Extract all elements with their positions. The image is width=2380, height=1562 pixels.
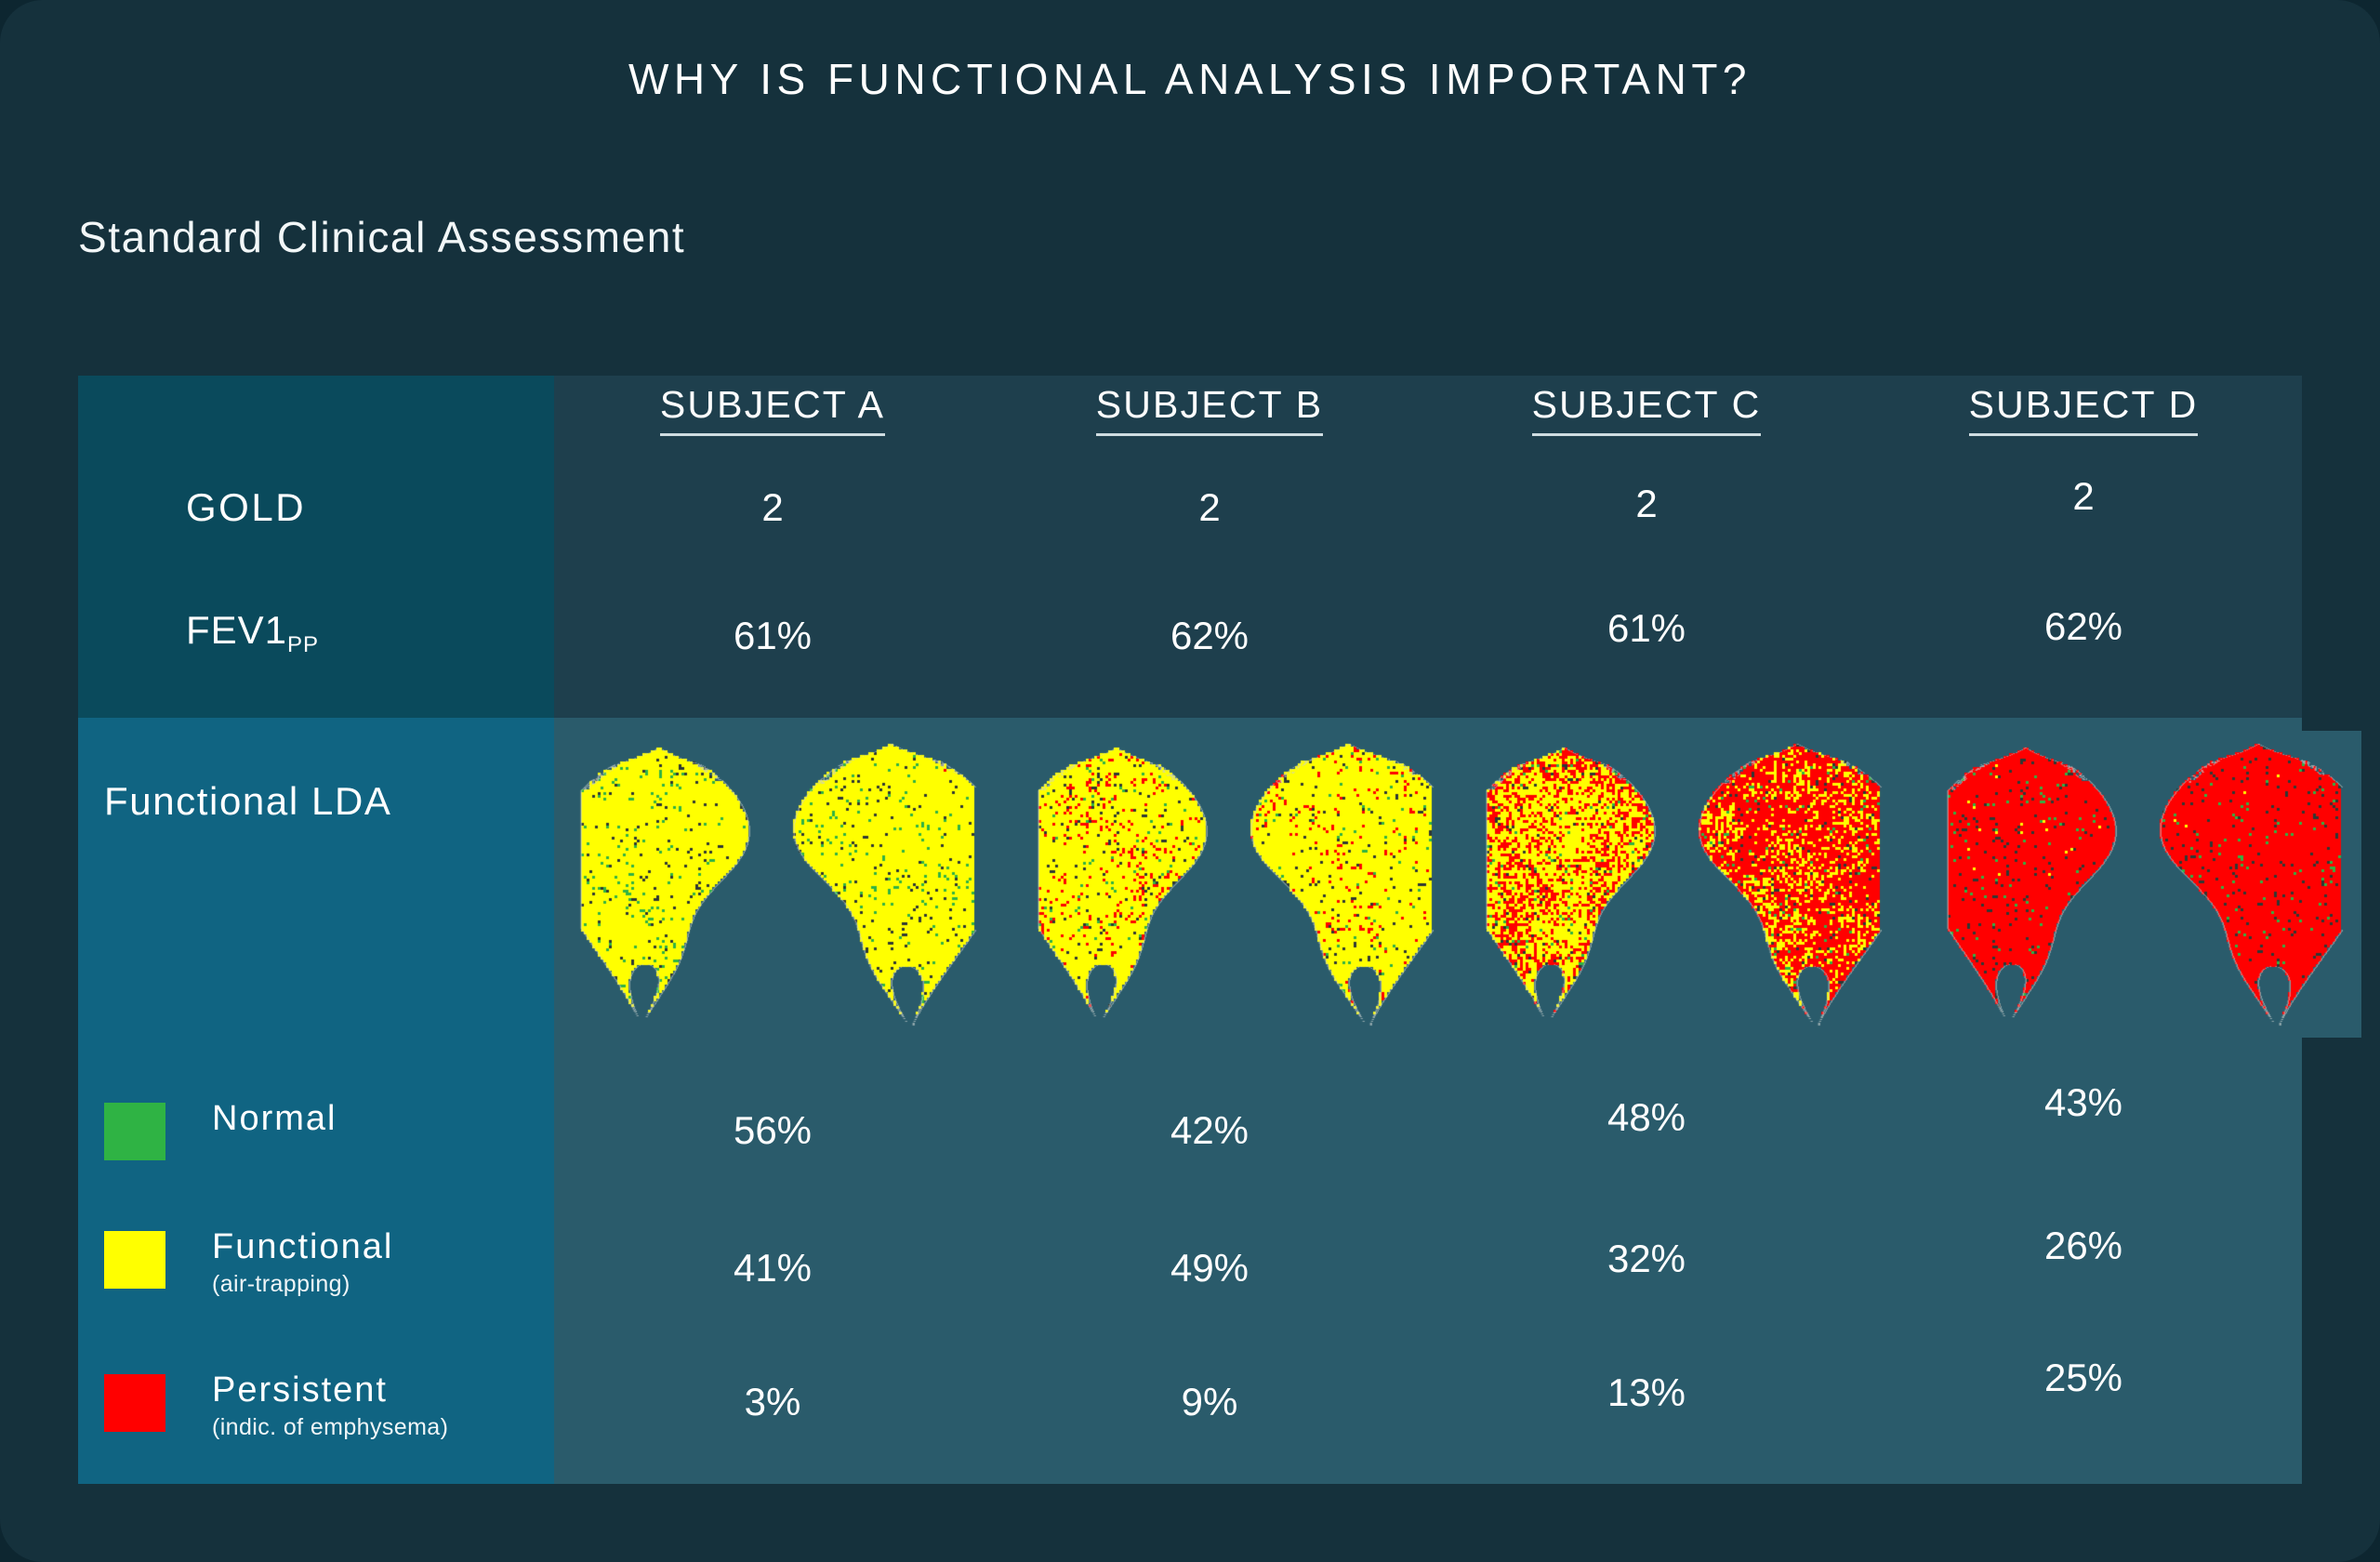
label-block-clinical bbox=[78, 376, 554, 718]
legend-sublabel-persistent: (indic. of emphysema) bbox=[212, 1414, 449, 1440]
column-header-subject-b: SUBJECT B bbox=[991, 383, 1428, 436]
cell-functional-subject-c: 32% bbox=[1606, 1237, 1686, 1280]
legend-swatch-functional bbox=[104, 1231, 165, 1289]
column-header-subject-d: SUBJECT D bbox=[1865, 383, 2302, 436]
cell-functional-subject-a: 41% bbox=[733, 1246, 813, 1290]
cell-normal-subject-d: 43% bbox=[2043, 1080, 2123, 1124]
legend-text-functional: Functional (air-trapping) bbox=[212, 1227, 509, 1298]
lung-prm-canvas bbox=[1924, 731, 2361, 1038]
cell-fev1-subject-c: 61% bbox=[1606, 606, 1686, 650]
page-title: WHY IS FUNCTIONAL ANALYSIS IMPORTANT? bbox=[628, 55, 1752, 103]
lung-map-subject-a bbox=[558, 731, 995, 1038]
column-header-subject-c: SUBJECT C bbox=[1428, 383, 1865, 436]
cell-persistent-subject-b: 9% bbox=[1181, 1380, 1238, 1423]
lung-prm-canvas bbox=[1463, 731, 1900, 1038]
cell-functional-subject-d: 26% bbox=[2043, 1224, 2123, 1267]
cell-normal-subject-b: 42% bbox=[1170, 1108, 1250, 1152]
column-header-label: SUBJECT A bbox=[659, 383, 886, 436]
label-block-lda bbox=[78, 718, 554, 1484]
cell-persistent-subject-c: 13% bbox=[1606, 1370, 1686, 1414]
cell-normal-subject-c: 48% bbox=[1606, 1095, 1686, 1139]
cell-persistent-subject-a: 3% bbox=[744, 1380, 801, 1423]
cell-gold-subject-a: 2 bbox=[761, 485, 784, 529]
column-header-label: SUBJECT B bbox=[1095, 383, 1324, 436]
data-block-clinical bbox=[554, 376, 2302, 718]
lung-map-subject-b bbox=[1015, 731, 1452, 1038]
cell-fev1-subject-a: 61% bbox=[733, 614, 813, 657]
cell-functional-subject-b: 49% bbox=[1170, 1246, 1250, 1290]
legend-text-normal: Normal bbox=[212, 1099, 509, 1143]
lung-prm-canvas bbox=[1015, 731, 1452, 1038]
cell-fev1-subject-d: 62% bbox=[2043, 604, 2123, 648]
cell-normal-subject-a: 56% bbox=[733, 1108, 813, 1152]
legend-sublabel-functional: (air-trapping) bbox=[212, 1271, 350, 1297]
row-label-functional-lda: Functional LDA bbox=[104, 779, 392, 823]
legend-label-functional: Functional bbox=[212, 1227, 394, 1266]
column-header-label: SUBJECT C bbox=[1531, 383, 1762, 436]
cell-gold-subject-d: 2 bbox=[2072, 474, 2095, 518]
row-label-fev1-subscript: PP bbox=[287, 632, 320, 657]
lung-map-subject-c bbox=[1463, 731, 1900, 1038]
lung-map-subject-d bbox=[1924, 731, 2361, 1038]
row-label-fev1-main: FEV1 bbox=[186, 608, 288, 652]
legend-swatch-persistent bbox=[104, 1374, 165, 1432]
row-label-fev1: FEV1PP bbox=[186, 608, 319, 657]
lung-prm-canvas bbox=[558, 731, 995, 1038]
legend-swatch-normal bbox=[104, 1103, 165, 1160]
section-subtitle: Standard Clinical Assessment bbox=[78, 213, 686, 261]
cell-persistent-subject-d: 25% bbox=[2043, 1356, 2123, 1399]
legend-label-persistent: Persistent bbox=[212, 1370, 388, 1410]
column-header-subject-a: SUBJECT A bbox=[554, 383, 991, 436]
legend-label-normal: Normal bbox=[212, 1099, 337, 1138]
cell-fev1-subject-b: 62% bbox=[1170, 614, 1250, 657]
cell-gold-subject-c: 2 bbox=[1635, 482, 1658, 525]
legend-text-persistent: Persistent (indic. of emphysema) bbox=[212, 1370, 509, 1441]
row-label-gold: GOLD bbox=[186, 485, 307, 529]
cell-gold-subject-b: 2 bbox=[1198, 485, 1221, 529]
column-header-label: SUBJECT D bbox=[1968, 383, 2199, 436]
